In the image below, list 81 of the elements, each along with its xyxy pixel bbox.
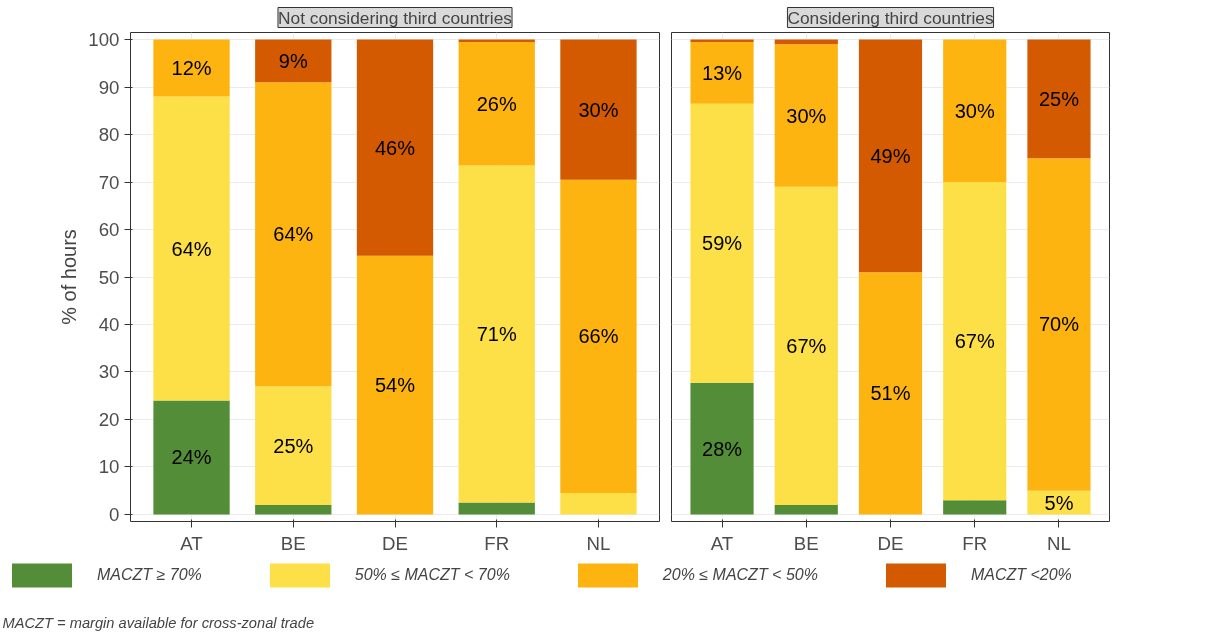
data-label: 24%	[171, 446, 212, 469]
bar	[458, 502, 535, 515]
bar	[560, 493, 637, 515]
data-label: 66%	[578, 325, 619, 348]
bar	[943, 39, 1007, 183]
bar	[560, 179, 637, 494]
bar	[774, 186, 838, 505]
data-label: 54%	[374, 374, 416, 397]
bar	[356, 39, 434, 256]
chart-title: Not considering third countries	[277, 7, 513, 28]
bar	[153, 96, 230, 401]
data-label: 13%	[702, 61, 743, 84]
bar	[943, 182, 1007, 501]
bar	[153, 400, 230, 515]
data-label: 28%	[702, 437, 743, 460]
y-tick-label: 60	[98, 219, 120, 241]
bar	[458, 165, 535, 503]
data-label: 25%	[273, 434, 314, 457]
legend-label: 20% ≤ MACZT < 50%	[662, 566, 818, 584]
x-tick-label: DE	[382, 532, 408, 554]
bar	[858, 39, 923, 273]
data-label: 67%	[954, 330, 995, 353]
data-label: 70%	[1038, 313, 1080, 336]
y-axis-title: % of hours	[58, 229, 81, 325]
bar	[690, 42, 754, 104]
bar	[255, 386, 332, 505]
x-tick-label: AT	[180, 532, 203, 554]
text: MACZT = margin available for cross-zonal trade	[2, 614, 315, 631]
y-tick-label: 70	[98, 171, 120, 193]
bar	[1027, 158, 1091, 491]
chart-title: Considering third countries	[787, 7, 994, 28]
y-tick-label: 40	[98, 313, 120, 335]
y-tick-label: 90	[98, 76, 120, 98]
bar	[255, 504, 332, 515]
bar	[943, 500, 1007, 515]
data-label: 26%	[476, 92, 517, 115]
data-label: 9%	[278, 49, 308, 72]
data-label: 49%	[870, 144, 911, 167]
bar	[356, 255, 434, 515]
bar	[774, 44, 838, 187]
x-tick-label: FR	[484, 532, 510, 554]
data-label: 64%	[171, 237, 212, 260]
data-label: 30%	[954, 99, 995, 122]
x-tick-label: DE	[877, 532, 904, 554]
y-tick-label: 0	[109, 503, 120, 525]
x-tick-label: FR	[962, 532, 988, 554]
data-label: 59%	[702, 232, 743, 255]
data-label: 64%	[273, 223, 314, 246]
data-label: 46%	[374, 136, 416, 159]
bar	[153, 39, 230, 97]
y-tick-label: 30	[98, 361, 120, 383]
data-label: 51%	[870, 382, 911, 405]
y-tick-label: 20	[98, 408, 120, 430]
x-tick-label: NL	[1047, 532, 1071, 554]
y-tick-label: 80	[98, 124, 120, 146]
data-label: 25%	[1038, 87, 1080, 110]
bar	[690, 382, 754, 515]
data-label: 30%	[786, 104, 827, 127]
bar	[560, 39, 637, 180]
bar	[255, 82, 332, 387]
x-tick-label: BE	[280, 532, 306, 554]
data-label: 5%	[1044, 491, 1074, 514]
data-label: 67%	[786, 334, 827, 357]
legend-label: 50% ≤ MACZT < 70%	[354, 566, 510, 584]
y-tick-label: 50	[98, 266, 120, 288]
legend-label: MACZT ≥ 70%	[97, 566, 202, 584]
data-label: 12%	[171, 57, 212, 80]
data-label: 71%	[476, 322, 517, 345]
x-tick-label: BE	[793, 532, 819, 554]
bar	[690, 103, 754, 383]
x-tick-label: NL	[586, 532, 611, 554]
x-tick-label: AT	[710, 532, 734, 554]
bar	[858, 272, 923, 515]
y-tick-label: 100	[88, 29, 120, 51]
bar	[458, 42, 535, 166]
y-tick-label: 10	[98, 456, 120, 478]
data-label: 30%	[578, 98, 619, 121]
bar	[1027, 39, 1091, 159]
legend-label: MACZT <20%	[970, 566, 1072, 584]
bar	[774, 504, 838, 515]
bar	[255, 39, 332, 83]
